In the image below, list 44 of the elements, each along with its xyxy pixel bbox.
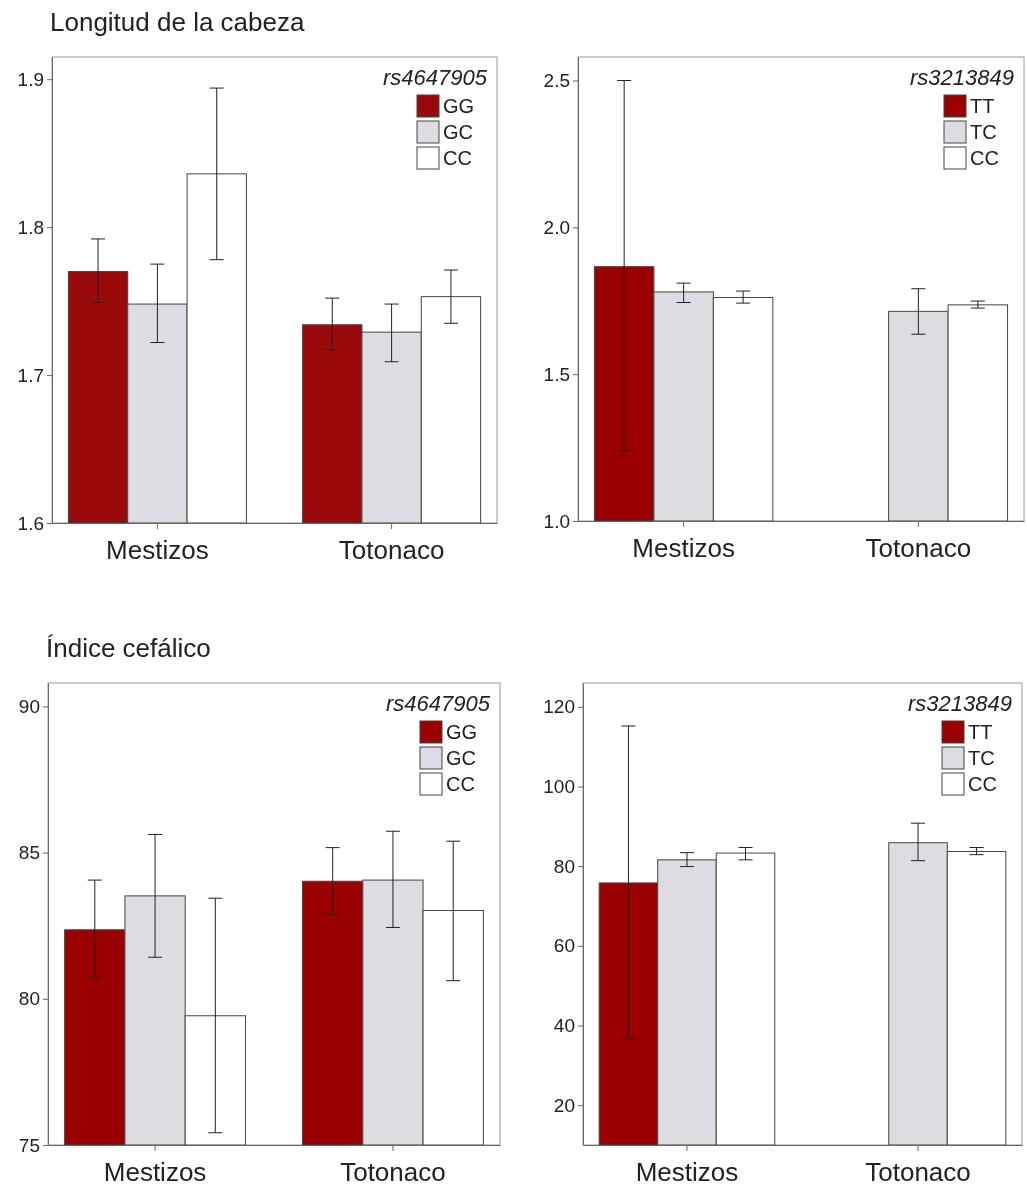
legend-title: rs3213849 bbox=[910, 65, 1014, 90]
x-tick-label: Totonaco bbox=[865, 1157, 971, 1188]
legend-label: TC bbox=[968, 747, 995, 769]
legend-label: CC bbox=[968, 773, 997, 795]
y-tick-label: 85 bbox=[18, 842, 40, 864]
legend-label: TT bbox=[968, 721, 993, 743]
y-tick-label: 2.5 bbox=[543, 70, 570, 92]
y-tick-label: 1.7 bbox=[17, 364, 44, 386]
legend-title: rs4647905 bbox=[386, 691, 491, 716]
y-tick-label: 1.6 bbox=[17, 512, 44, 534]
x-tick-label: Mestizos bbox=[103, 1157, 207, 1188]
legend-label: GG bbox=[443, 95, 475, 117]
legend-title: rs3213849 bbox=[908, 691, 1012, 716]
y-tick-label: 1.9 bbox=[17, 68, 44, 90]
y-tick-label: 100 bbox=[543, 776, 575, 798]
y-tick-label: 120 bbox=[543, 696, 575, 718]
y-tick-label: 2.0 bbox=[543, 216, 570, 238]
x-tick-label: Mestizos bbox=[635, 1157, 739, 1188]
x-tick-label: Totonaco bbox=[340, 1157, 446, 1188]
legend-label: GC bbox=[446, 747, 476, 769]
y-tick-label: 80 bbox=[553, 855, 575, 877]
legend-title: rs4647905 bbox=[383, 65, 488, 90]
x-tick-label: Mestizos bbox=[106, 535, 209, 566]
y-tick-label: 80 bbox=[18, 988, 40, 1010]
y-tick-label: 40 bbox=[553, 1015, 575, 1037]
legend-label: CC bbox=[970, 147, 999, 169]
y-tick-label: 1.5 bbox=[543, 363, 570, 385]
chart-title: Longitud de la cabeza bbox=[50, 7, 305, 37]
y-tick-label: 75 bbox=[18, 1134, 40, 1156]
y-tick-label: 20 bbox=[553, 1094, 575, 1116]
x-tick-label: Totonaco bbox=[338, 535, 445, 566]
chart-title: Índice cefálico bbox=[46, 633, 211, 663]
y-tick-label: 1.8 bbox=[17, 216, 44, 238]
x-tick-label: Mestizos bbox=[632, 533, 735, 564]
legend-label: GG bbox=[446, 721, 478, 743]
y-tick-label: 90 bbox=[18, 695, 40, 717]
legend-label: TT bbox=[970, 95, 995, 117]
legend-label: CC bbox=[443, 147, 472, 169]
legend-label: TC bbox=[970, 121, 997, 143]
x-tick-label: Totonaco bbox=[865, 533, 972, 564]
y-tick-label: 60 bbox=[553, 935, 575, 957]
legend-label: GC bbox=[443, 121, 473, 143]
legend-label: CC bbox=[446, 773, 475, 795]
y-tick-label: 1.0 bbox=[543, 510, 570, 532]
